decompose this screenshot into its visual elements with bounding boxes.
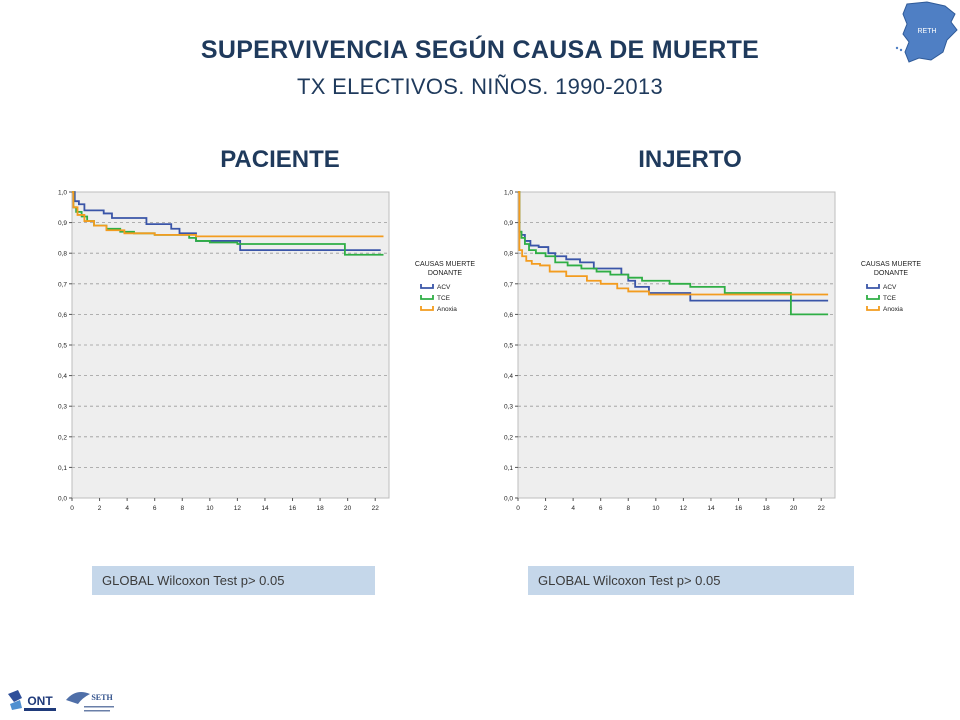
y-tick-label: 0,1 [58, 465, 67, 472]
y-tick-label: 0,9 [504, 220, 513, 227]
x-tick-label: 20 [344, 505, 352, 512]
panel-title-paciente: PACIENTE [220, 146, 340, 173]
series-line-anoxia [518, 191, 829, 296]
y-tick-label: 0,6 [504, 312, 513, 319]
y-tick-label: 1,0 [504, 190, 513, 197]
y-tick-label: 0,0 [58, 496, 67, 503]
wilcoxon-test-injerto: GLOBAL Wilcoxon Test p> 0.05 [528, 566, 854, 595]
y-tick-label: 0,2 [58, 434, 67, 441]
series-line-tce [72, 191, 384, 256]
x-tick-label: 0 [70, 505, 74, 512]
survival-chart-paciente: 0,0 0,1 0,2 0,3 0,4 0,5 0,6 0,7 0,8 0,9 1,0 0 2 4 6 8 10… [58, 190, 475, 513]
legend-title: CAUSAS MUERTE [861, 261, 921, 268]
legend-label-tce: TCE [437, 295, 451, 302]
y-tick-label: 0,4 [58, 373, 67, 380]
y-tick-label: 0,3 [58, 404, 67, 411]
panel-title-injerto: INJERTO [638, 146, 742, 173]
y-tick-label: 0,8 [58, 251, 67, 258]
ont-logo-text: ONT [27, 694, 53, 708]
x-tick-label: 10 [652, 505, 660, 512]
legend-title: DONANTE [428, 270, 463, 277]
x-tick-label: 2 [98, 505, 102, 512]
legend-swatch-acv [866, 284, 880, 289]
series-line-anoxia [72, 191, 384, 238]
x-tick-label: 2 [544, 505, 548, 512]
legend-title: CAUSAS MUERTE [415, 261, 475, 268]
legend-title: DONANTE [874, 270, 909, 277]
x-tick-label: 22 [818, 505, 826, 512]
legend-swatch-anoxia [420, 306, 434, 311]
legend-label-acv: ACV [883, 284, 897, 291]
x-tick-label: 0 [516, 505, 520, 512]
y-tick-label: 0,6 [58, 312, 67, 319]
x-tick-label: 12 [234, 505, 242, 512]
x-tick-label: 4 [125, 505, 129, 512]
x-tick-label: 18 [316, 505, 324, 512]
x-tick-label: 10 [206, 505, 214, 512]
legend-label-anoxia: Anoxia [437, 306, 457, 313]
series-line-tce [518, 191, 829, 316]
y-tick-label: 0,8 [504, 251, 513, 258]
legend-label-tce: TCE [883, 295, 897, 302]
y-tick-label: 0,0 [504, 496, 513, 503]
x-tick-label: 16 [289, 505, 297, 512]
legend-label-acv: ACV [437, 284, 451, 291]
x-tick-label: 6 [153, 505, 157, 512]
y-tick-label: 0,9 [58, 220, 67, 227]
y-tick-label: 0,3 [504, 404, 513, 411]
series-line-acv [518, 191, 829, 302]
y-tick-label: 0,7 [504, 281, 513, 288]
legend-label-anoxia: Anoxia [883, 306, 903, 313]
ont-logo: ONT [8, 690, 56, 711]
x-tick-label: 14 [261, 505, 269, 512]
map-label: RETH [917, 28, 936, 35]
x-tick-label: 20 [790, 505, 798, 512]
x-tick-label: 8 [626, 505, 630, 512]
y-tick-label: 0,5 [58, 343, 67, 350]
y-tick-label: 0,2 [504, 434, 513, 441]
x-tick-label: 4 [571, 505, 575, 512]
y-tick-label: 1,0 [58, 190, 67, 197]
x-tick-label: 18 [762, 505, 770, 512]
x-tick-label: 22 [372, 505, 380, 512]
legend-swatch-tce [420, 295, 434, 300]
page-subtitle: TX ELECTIVOS. NIÑOS. 1990-2013 [296, 74, 664, 99]
y-tick-label: 0,7 [58, 281, 67, 288]
x-tick-label: 12 [680, 505, 688, 512]
page-title: SUPERVIVENCIA SEGÚN CAUSA DE MUERTE [200, 36, 760, 64]
x-tick-label: 8 [180, 505, 184, 512]
legend-swatch-anoxia [866, 306, 880, 311]
x-tick-label: 16 [735, 505, 743, 512]
x-tick-label: 6 [599, 505, 603, 512]
legend-swatch-acv [420, 284, 434, 289]
seth-logo-text: SETH [91, 693, 113, 702]
survival-chart-injerto: 0,0 0,1 0,2 0,3 0,4 0,5 0,6 0,7 0,8 0,9 1,0 0 2 4 6 8 10… [504, 190, 921, 513]
y-tick-label: 0,4 [504, 373, 513, 380]
spain-map-logo: RETH [895, 1, 958, 63]
y-tick-label: 0,1 [504, 465, 513, 472]
wilcoxon-test-paciente: GLOBAL Wilcoxon Test p> 0.05 [92, 566, 375, 595]
seth-logo: SETH [66, 692, 114, 712]
y-tick-label: 0,5 [504, 343, 513, 350]
legend-swatch-tce [866, 295, 880, 300]
x-tick-label: 14 [707, 505, 715, 512]
